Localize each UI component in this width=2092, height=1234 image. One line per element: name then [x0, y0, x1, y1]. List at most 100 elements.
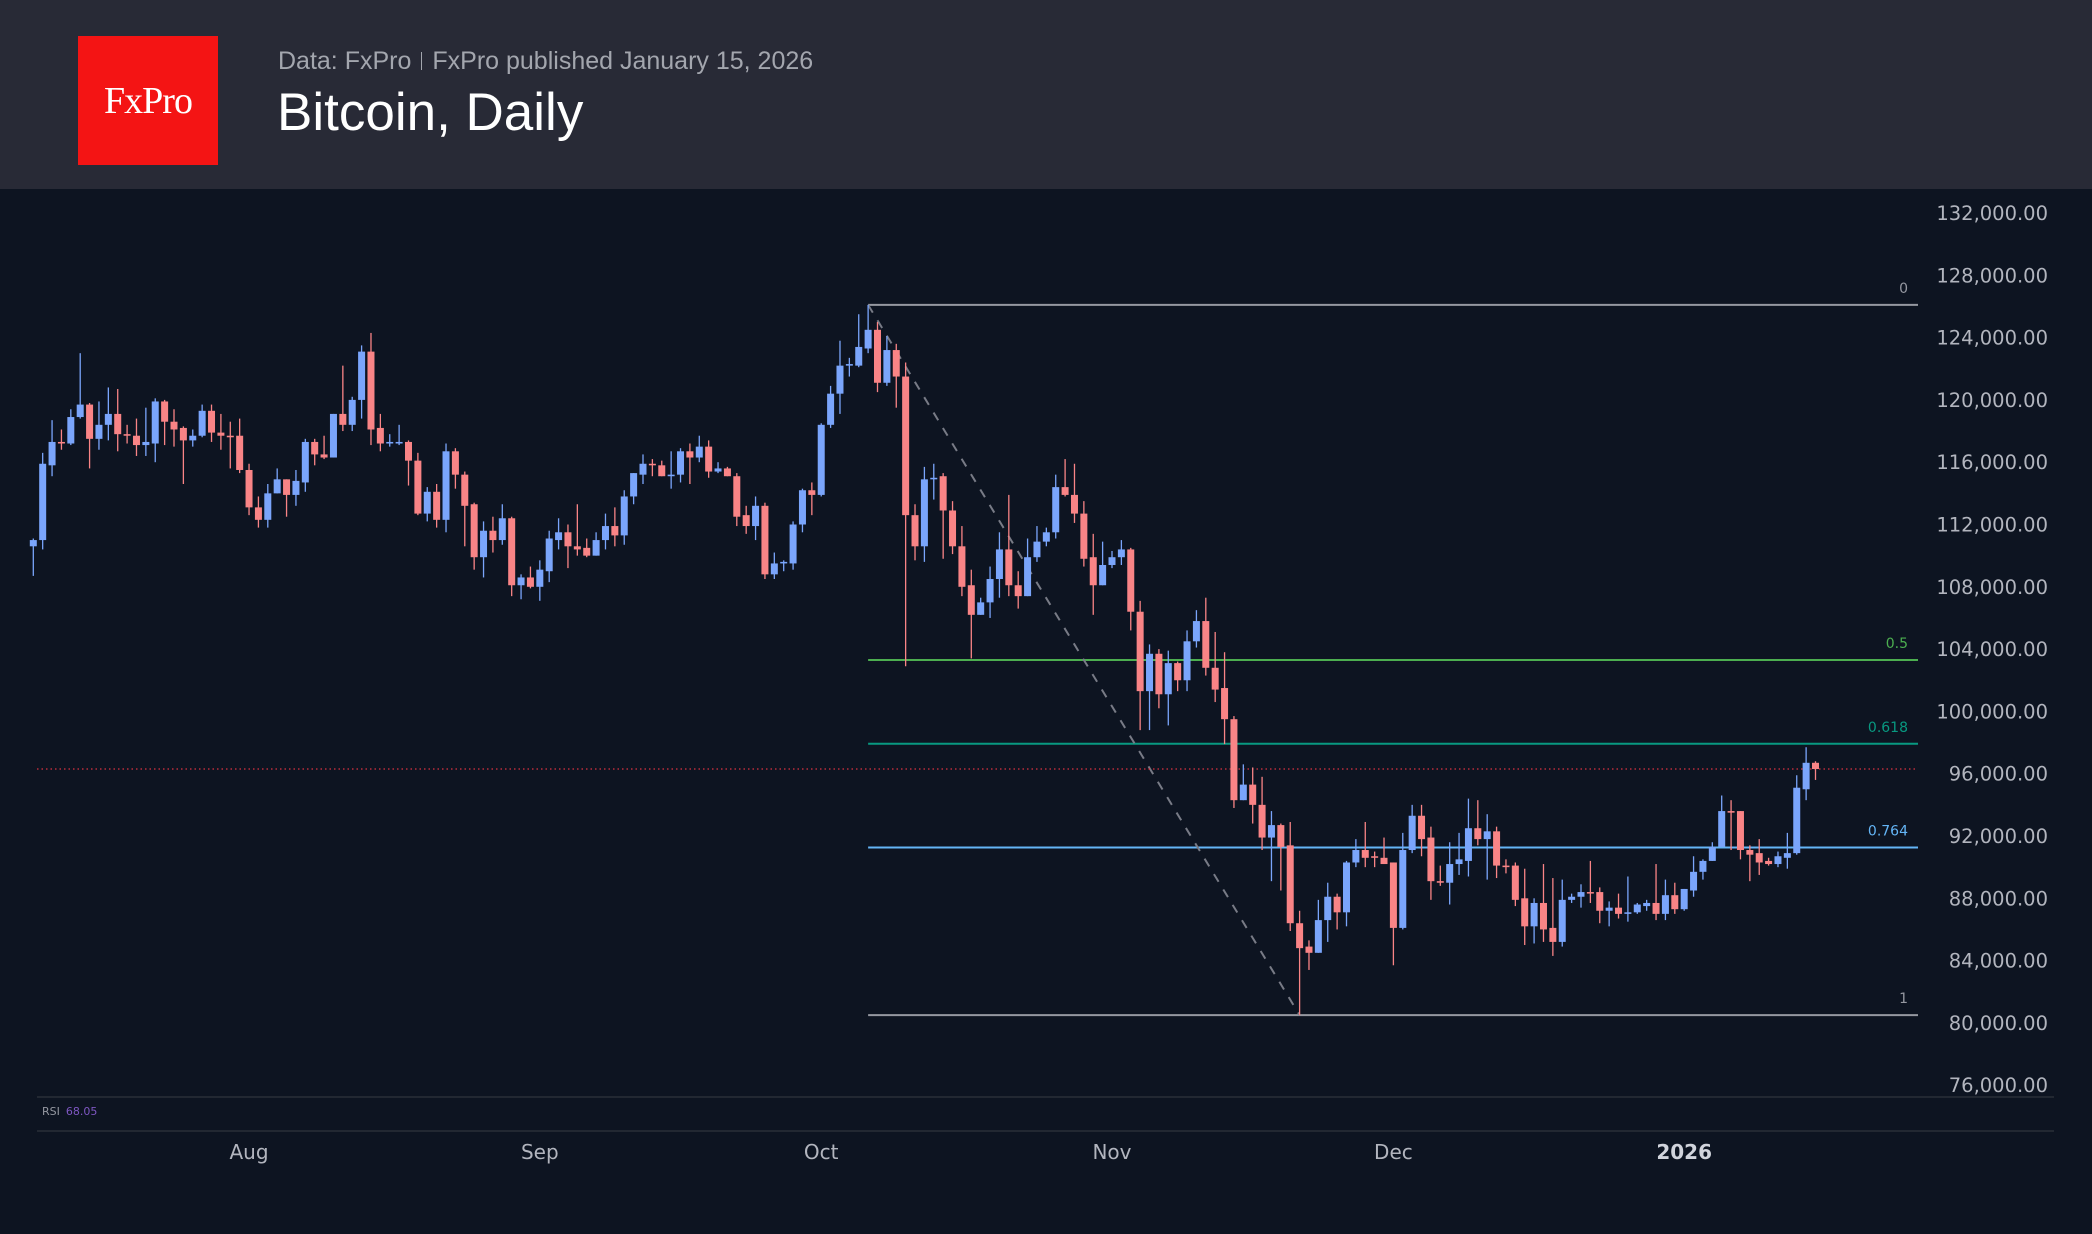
candle-body [254, 507, 262, 520]
candle [1793, 775, 1801, 855]
candle-body [1371, 856, 1379, 858]
fib-trend-line[interactable] [867, 304, 1301, 1016]
candle [1455, 832, 1463, 875]
candle-body [1418, 815, 1426, 840]
candle-body [630, 473, 638, 497]
candle-body [1127, 549, 1135, 612]
time-tick-label: Dec [1374, 1140, 1413, 1164]
candle-body [461, 474, 469, 506]
candle [714, 462, 722, 474]
candle [292, 469, 300, 506]
candle-body [883, 350, 891, 383]
candle-body [489, 530, 497, 541]
candle [489, 516, 497, 553]
candle-body [301, 441, 309, 483]
candle [930, 463, 938, 500]
candle-body [1089, 557, 1097, 586]
fib-level-label: 0.618 [1868, 720, 1908, 736]
candle-body [930, 477, 938, 480]
candle [677, 448, 685, 483]
candle-body [1464, 828, 1472, 861]
candle [1652, 864, 1660, 921]
price-tick-label: 120,000.00 [1936, 389, 2048, 412]
candle-body [1652, 902, 1660, 914]
time-axis[interactable]: Aug Sep Oct Nov Dec 2026 [230, 1140, 1713, 1164]
candle-body [601, 526, 609, 541]
candle-body [1249, 784, 1257, 805]
candle [1024, 538, 1032, 597]
candle [1230, 716, 1238, 808]
candle-body [1812, 762, 1819, 770]
candle [1061, 459, 1069, 497]
candle-body [236, 435, 244, 470]
candle-body [1277, 825, 1285, 847]
candle-body [273, 479, 281, 494]
rsi-indicator-legend[interactable]: RSI 68.05 [42, 1105, 97, 1118]
candle [817, 423, 825, 497]
candle [545, 530, 553, 583]
candle [601, 513, 609, 550]
candle-body [1765, 860, 1773, 865]
candle [1380, 837, 1388, 865]
candle-body [845, 364, 853, 366]
candle-body [161, 401, 169, 422]
candle-body [1024, 557, 1032, 597]
candle-body [827, 393, 835, 425]
candle-body [1399, 850, 1407, 928]
candle-body [1155, 653, 1163, 695]
candle [1014, 571, 1022, 609]
candle-body [995, 549, 1003, 580]
price-tick-label: 132,000.00 [1936, 202, 2048, 225]
chart-title: Bitcoin, Daily [277, 83, 584, 142]
candle [1577, 884, 1585, 908]
candle-body [1736, 811, 1744, 851]
candle [1539, 864, 1547, 942]
candle-body [1446, 864, 1454, 883]
price-tick-label: 76,000.00 [1949, 1074, 2048, 1097]
candle [1643, 899, 1651, 911]
candle [1746, 845, 1754, 882]
candle-body [798, 490, 806, 525]
candle [1108, 550, 1116, 569]
candle [583, 538, 591, 558]
candle [405, 440, 412, 486]
candle-body [1586, 892, 1594, 894]
candle-body [1521, 898, 1529, 927]
candle [639, 454, 647, 485]
candle-body [545, 538, 553, 572]
candle-body [742, 515, 750, 527]
candle [883, 336, 891, 386]
candle-body [1005, 549, 1013, 586]
candle-body [1042, 532, 1050, 542]
candle-body [189, 435, 197, 441]
candlestick-chart[interactable]: 0 0.5 0.618 0.764 1 132,000.00 128,000.00 124,… [0, 189, 2092, 1234]
candle [1192, 610, 1200, 648]
candle-body [1774, 856, 1782, 865]
candle-body [648, 463, 656, 466]
candle-body [780, 561, 788, 564]
fib-level-label: 0.764 [1868, 824, 1908, 840]
candle [1080, 501, 1088, 567]
candle-body [986, 579, 994, 603]
price-axis[interactable]: 132,000.00 128,000.00 124,000.00 120,000.00… [1936, 202, 2048, 1097]
price-tick-label: 92,000.00 [1949, 825, 2048, 848]
candle [686, 443, 694, 485]
candle [1615, 893, 1623, 919]
candle-body [1680, 888, 1688, 910]
candle-body [902, 376, 910, 516]
logo-text: FxPro [104, 79, 193, 122]
candle-body [874, 329, 881, 383]
candle [358, 345, 366, 419]
candle [320, 435, 328, 460]
candle-body [1033, 541, 1041, 558]
candle-body [86, 404, 94, 439]
candle [667, 451, 675, 489]
candle [1493, 826, 1501, 879]
candle-body [1802, 762, 1810, 790]
fibonacci-retracement[interactable]: 0 0.5 0.618 0.764 1 [867, 281, 1918, 1017]
candle [1418, 804, 1426, 857]
candle [1127, 547, 1135, 631]
candle-body [564, 532, 572, 547]
candle-body [1539, 902, 1547, 930]
candle [508, 516, 516, 597]
